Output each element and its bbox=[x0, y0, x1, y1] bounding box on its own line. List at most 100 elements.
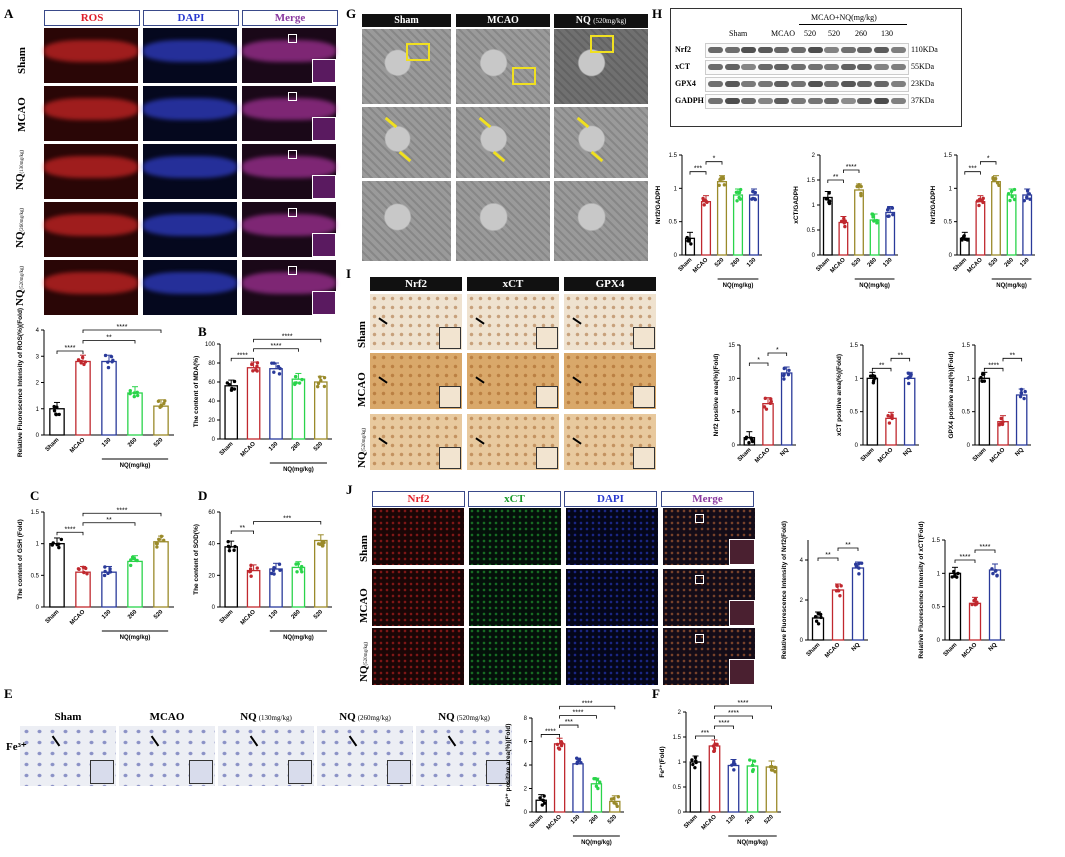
data-point bbox=[102, 573, 107, 578]
data-point bbox=[82, 570, 86, 575]
bar-MCAO bbox=[968, 602, 982, 641]
y-tick-label: 2 bbox=[800, 598, 804, 604]
data-point bbox=[322, 540, 326, 545]
data-point bbox=[909, 374, 913, 378]
y-tick-label: 1 bbox=[949, 186, 953, 192]
x-tick-label: 260 bbox=[745, 814, 757, 826]
data-point bbox=[970, 602, 974, 607]
data-point bbox=[1009, 189, 1014, 194]
data-point bbox=[227, 548, 232, 553]
bar-520 bbox=[716, 181, 728, 256]
western-blot-box: MCAO+NQ(mg/kg) Sham MCAO 520 520 260 130 Nrf2… bbox=[670, 8, 962, 127]
a-image-0-0 bbox=[44, 28, 138, 83]
bar-260 bbox=[1006, 194, 1017, 256]
bar-NQ bbox=[1015, 394, 1028, 446]
sig-bracket bbox=[980, 161, 997, 165]
y-tick-label: 0 bbox=[524, 810, 528, 816]
sig-bracket bbox=[253, 521, 322, 525]
sig-label: ** bbox=[845, 542, 851, 549]
sig-bracket bbox=[82, 329, 162, 333]
y-tick-label: 0 bbox=[36, 605, 40, 611]
sig-bracket bbox=[689, 171, 707, 175]
panel-label-d: D bbox=[198, 488, 208, 503]
x-tick-label: MCAO bbox=[240, 441, 257, 458]
panel-label-a: A bbox=[4, 6, 14, 21]
data-point bbox=[294, 562, 298, 566]
bar-MCAO bbox=[75, 360, 91, 436]
data-point bbox=[827, 199, 832, 203]
data-point bbox=[162, 538, 166, 542]
bar-260 bbox=[291, 378, 306, 440]
y-axis-label: The content of MDA(%) bbox=[193, 356, 200, 428]
data-point bbox=[559, 740, 564, 744]
chart-I3: 0 0.5 1 1.5 GPX4 positive area(%)(Fold) Sham M… bbox=[935, 315, 1041, 490]
data-point bbox=[132, 391, 137, 395]
y-tick-label: 4 bbox=[36, 328, 40, 334]
data-point bbox=[54, 412, 59, 417]
a-image-3-2 bbox=[242, 202, 336, 257]
data-point bbox=[868, 374, 873, 378]
sig-label: **** bbox=[545, 728, 556, 735]
x-tick-label: Sham bbox=[45, 437, 61, 453]
data-point bbox=[612, 796, 616, 801]
panel-label-i: I bbox=[346, 266, 352, 281]
data-point bbox=[693, 765, 697, 770]
sig-label: ** bbox=[106, 335, 112, 342]
data-point bbox=[106, 360, 110, 364]
sig-label: ** bbox=[825, 552, 831, 559]
y-tick-label: 0 bbox=[949, 253, 953, 259]
data-point bbox=[747, 440, 751, 445]
bar-MCAO bbox=[831, 589, 845, 641]
y-tick-label: 1 bbox=[36, 407, 40, 413]
data-point bbox=[52, 409, 57, 413]
panel-label-h: H bbox=[652, 6, 663, 21]
i-ihc-image-2-1 bbox=[467, 414, 559, 470]
data-point bbox=[712, 746, 717, 751]
data-point bbox=[890, 206, 895, 210]
data-point bbox=[596, 786, 600, 791]
x-tick-label: 520 bbox=[714, 257, 726, 269]
data-point bbox=[824, 197, 828, 201]
data-point bbox=[555, 742, 560, 747]
bar-Sham bbox=[978, 377, 991, 446]
x-tick-label: Sham bbox=[806, 642, 822, 658]
bar-Sham bbox=[224, 385, 239, 440]
e-perls-image-0 bbox=[20, 726, 116, 786]
sig-label: * bbox=[987, 156, 990, 163]
x-tick-label: MCAO bbox=[240, 609, 257, 626]
i-ihc-image-0-1 bbox=[467, 294, 559, 350]
sig-label: **** bbox=[117, 324, 128, 331]
data-point bbox=[751, 196, 755, 201]
data-point bbox=[859, 193, 863, 198]
bar-Sham bbox=[49, 543, 65, 608]
wb-lane-0: Sham bbox=[729, 29, 748, 38]
data-point bbox=[773, 770, 777, 774]
sig-bracket bbox=[983, 367, 1004, 372]
wb-protein-2: GPX4 bbox=[675, 79, 696, 88]
g-arrow-icon bbox=[384, 116, 398, 129]
chart-svg-J1: 0 2 4 Relative Fluorescence Intensity of Nr… bbox=[781, 521, 868, 659]
sig-bracket bbox=[890, 357, 911, 362]
data-point bbox=[612, 801, 616, 805]
bar-520 bbox=[153, 541, 169, 608]
data-point bbox=[255, 364, 259, 368]
bar-MCAO bbox=[708, 745, 721, 813]
x-tick-label: Sham bbox=[972, 447, 988, 463]
x-tick-label: 520 bbox=[153, 609, 165, 621]
x-tick-label: 520 bbox=[851, 257, 863, 269]
sig-bracket bbox=[954, 559, 976, 563]
i-arrow-icon bbox=[572, 437, 582, 445]
data-point bbox=[135, 393, 140, 398]
data-point bbox=[130, 555, 135, 559]
data-point bbox=[859, 561, 864, 565]
data-point bbox=[248, 569, 252, 574]
data-point bbox=[316, 542, 321, 546]
data-point bbox=[163, 399, 167, 403]
panel-label-e: E bbox=[4, 686, 13, 701]
j-header-dapi: DAPI bbox=[564, 491, 657, 507]
data-point bbox=[556, 746, 561, 750]
data-point bbox=[991, 176, 995, 181]
sig-bracket bbox=[559, 715, 597, 719]
e-arrow-icon bbox=[348, 735, 358, 747]
a-image-4-0 bbox=[44, 260, 138, 315]
